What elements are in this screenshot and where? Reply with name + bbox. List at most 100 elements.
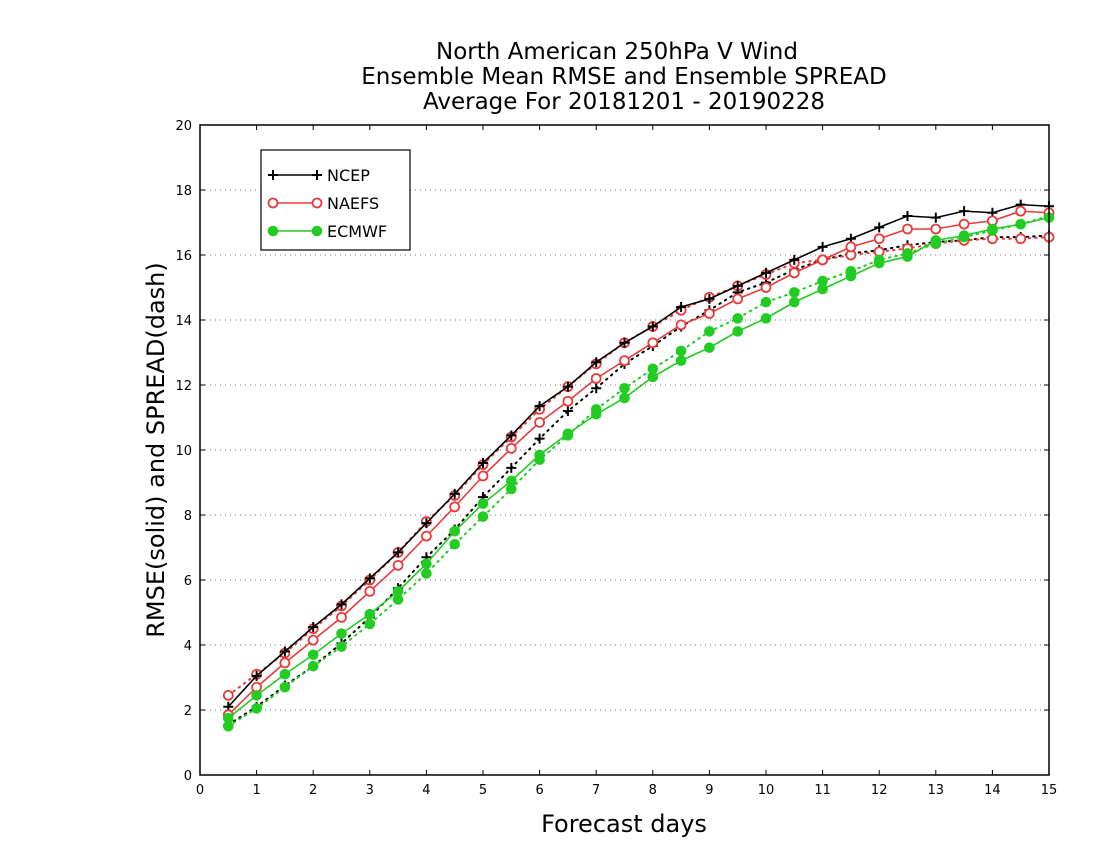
- legend-marker: [267, 225, 279, 237]
- data-point-naefs-rmse: [760, 282, 772, 293]
- chart-title-line-2: Ensemble Mean RMSE and Ensemble SPREAD: [361, 64, 886, 90]
- legend-label: ECMWF: [327, 222, 387, 241]
- x-tick-label: 15: [1041, 783, 1058, 798]
- data-point-ecmwf-rmse: [336, 628, 347, 639]
- data-point-ecmwf-spread: [279, 681, 291, 693]
- x-tick-label: 4: [422, 783, 430, 798]
- data-point-ncep-rmse: [421, 518, 432, 529]
- x-tick-label: 0: [196, 783, 204, 798]
- data-point-ecmwf-rmse: [477, 498, 489, 509]
- legend-marker: [267, 197, 279, 209]
- data-point-ecmwf-rmse: [958, 230, 970, 241]
- data-point-ecmwf-rmse: [449, 525, 461, 537]
- legend-marker: [311, 225, 323, 237]
- data-point-ncep-spread: [534, 433, 545, 444]
- data-point-naefs-rmse: [477, 470, 489, 482]
- x-tick-label: 13: [928, 783, 945, 798]
- data-point-ecmwf-rmse: [760, 313, 772, 324]
- legend-marker: [312, 170, 322, 180]
- data-point-ncep-rmse: [562, 381, 573, 392]
- data-point-ecmwf-rmse: [845, 270, 857, 282]
- data-point-ecmwf-rmse: [223, 712, 234, 724]
- data-point-naefs-rmse: [279, 657, 291, 669]
- y-tick-label: 6: [184, 574, 192, 589]
- data-point-naefs-spread: [222, 689, 234, 701]
- y-tick-label: 20: [175, 119, 192, 134]
- data-point-ncep-rmse: [647, 321, 658, 332]
- legend-label: NCEP: [327, 166, 370, 185]
- data-point-ncep-rmse: [534, 401, 545, 412]
- data-point-ncep-rmse: [308, 622, 319, 633]
- data-point-ecmwf-rmse: [279, 668, 291, 680]
- data-point-naefs-rmse: [1015, 205, 1027, 217]
- y-tick-label: 18: [175, 184, 192, 199]
- legend-marker: [311, 197, 323, 209]
- series-ecmwf-rmse: [223, 212, 1055, 724]
- chart-title-line-1: North American 250hPa V Wind: [436, 39, 798, 65]
- x-tick-label: 10: [758, 783, 775, 798]
- data-point-naefs-rmse: [704, 308, 715, 319]
- data-point-ecmwf-spread: [307, 660, 319, 672]
- data-point-ecmwf-rmse: [421, 558, 432, 570]
- data-point-ecmwf-rmse: [675, 355, 687, 366]
- data-point-ecmwf-spread: [704, 326, 715, 337]
- series-line-ncep-rmse: [227, 203, 1050, 708]
- x-axis-title: Forecast days: [541, 810, 707, 838]
- data-point-naefs-rmse: [817, 254, 828, 266]
- y-tick-label: 8: [184, 509, 192, 524]
- data-point-ncep-rmse: [789, 254, 800, 265]
- data-point-ecmwf-spread: [336, 641, 347, 652]
- x-tick-label: 9: [705, 783, 713, 798]
- data-point-naefs-rmse: [505, 442, 517, 454]
- x-tick-label: 7: [592, 783, 600, 798]
- data-point-ecmwf-spread: [477, 511, 489, 522]
- data-point-ecmwf-rmse: [534, 449, 545, 461]
- data-point-ncep-rmse: [761, 267, 771, 278]
- data-point-ecmwf-rmse: [619, 392, 630, 404]
- series-layer: [222, 199, 1055, 732]
- data-point-naefs-rmse: [958, 218, 970, 230]
- data-point-naefs-rmse: [534, 416, 545, 428]
- data-point-ncep-rmse: [478, 458, 488, 468]
- series-ecmwf-spread: [223, 210, 1055, 732]
- y-tick-label: 12: [175, 379, 192, 394]
- data-point-ecmwf-rmse: [590, 408, 602, 420]
- data-point-naefs-rmse: [930, 223, 942, 235]
- data-point-naefs-rmse: [364, 585, 376, 597]
- data-point-ncep-rmse: [591, 357, 602, 368]
- y-tick-label: 14: [175, 314, 192, 329]
- data-point-ncep-rmse: [393, 547, 404, 558]
- data-point-ecmwf-rmse: [364, 608, 376, 620]
- x-tick-label: 6: [535, 783, 543, 798]
- y-tick-label: 0: [184, 769, 192, 784]
- y-tick-label: 4: [184, 639, 192, 654]
- data-point-ncep-rmse: [902, 211, 913, 221]
- data-point-ecmwf-spread: [760, 296, 772, 308]
- data-point-naefs-rmse: [788, 267, 800, 279]
- y-tick-label: 16: [175, 249, 192, 264]
- data-point-ncep-rmse: [959, 206, 970, 217]
- legend-marker: [268, 170, 278, 180]
- x-tick-label: 1: [252, 783, 260, 798]
- series-line-ncep-spread: [227, 234, 1050, 726]
- legend-item-ncep: NCEP: [268, 166, 370, 185]
- data-point-ncep-rmse: [676, 302, 687, 312]
- data-point-ncep-rmse: [251, 670, 262, 681]
- data-point-ecmwf-rmse: [704, 342, 715, 353]
- chart-title-line-3: Average For 20181201 - 20190228: [423, 89, 825, 115]
- legend: NCEP NAEFS ECMWF: [260, 149, 411, 251]
- data-point-ncep-rmse: [704, 293, 715, 304]
- series-naefs-rmse: [222, 205, 1055, 721]
- data-point-ecmwf-rmse: [1015, 218, 1027, 230]
- data-point-naefs-rmse: [420, 530, 432, 542]
- series-ncep-spread: [223, 230, 1054, 730]
- data-point-naefs-rmse: [307, 634, 319, 646]
- y-axis: 0 2 4 6 8 10 12 14 16 18 20: [175, 119, 1049, 784]
- data-point-ecmwf-rmse: [732, 326, 744, 337]
- data-point-ecmwf-rmse: [251, 690, 262, 701]
- data-point-ncep-rmse: [817, 241, 828, 252]
- x-tick-label: 14: [984, 783, 1001, 798]
- data-point-ecmwf-rmse: [562, 428, 574, 440]
- data-point-ecmwf-spread: [789, 287, 800, 298]
- data-point-ecmwf-rmse: [930, 235, 942, 246]
